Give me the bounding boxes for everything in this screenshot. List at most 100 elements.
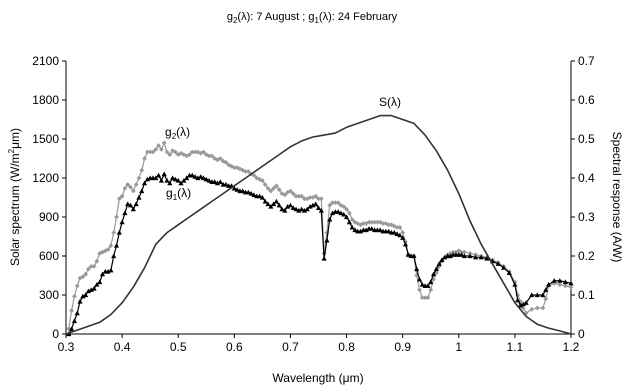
point-g2 — [136, 175, 142, 181]
point-g2 — [184, 153, 190, 159]
point-g1 — [265, 201, 271, 207]
point-g1 — [172, 176, 179, 182]
y-left-tick-label: 600 — [39, 249, 59, 263]
y-left-tick-label: 1800 — [32, 93, 59, 107]
point-g1 — [304, 206, 310, 212]
point-g2 — [133, 182, 139, 187]
x-tick-label: 1.2 — [563, 340, 580, 354]
point-g2 — [262, 182, 268, 187]
point-g2 — [461, 249, 467, 255]
point-g1 — [318, 207, 324, 213]
point-g1 — [377, 227, 383, 233]
point-g1 — [369, 226, 375, 231]
point-g2 — [167, 152, 173, 157]
point-g2 — [293, 193, 299, 199]
point-g2 — [271, 186, 277, 191]
point-g1 — [315, 205, 322, 210]
point-g1 — [119, 219, 125, 225]
point-g1 — [198, 174, 204, 179]
y-right-tick-label: 0.1 — [578, 288, 595, 302]
point-g2 — [105, 247, 111, 252]
point-g1 — [276, 202, 282, 208]
point-g1 — [217, 179, 223, 184]
point-g1 — [195, 175, 201, 181]
point-g2 — [327, 202, 333, 208]
point-g2 — [335, 200, 341, 206]
point-g2 — [147, 149, 153, 155]
point-g1 — [240, 188, 246, 194]
g1-label-main: g — [166, 186, 173, 200]
point-g1 — [430, 271, 437, 277]
point-g2 — [394, 225, 400, 230]
point-g2 — [282, 192, 288, 198]
point-g2 — [187, 152, 192, 157]
point-g2 — [352, 219, 358, 225]
y-left-title-sup: 2 — [7, 148, 16, 153]
point-g2 — [128, 184, 133, 190]
point-g1 — [386, 228, 392, 234]
point-g2 — [422, 295, 428, 300]
point-g2 — [425, 295, 431, 300]
point-g1 — [324, 237, 330, 243]
point-g2 — [88, 264, 94, 269]
ticks-layer: 0.3 0.4 0.5 0.6 0.7 0.8 0.9 1 1.1 1.2030060090012… — [32, 54, 595, 354]
point-g2 — [355, 221, 361, 226]
point-g2 — [116, 196, 122, 202]
point-g2 — [568, 284, 574, 290]
point-g2 — [349, 217, 355, 222]
point-g2 — [372, 219, 378, 225]
point-g1 — [206, 178, 212, 183]
point-g2 — [459, 249, 464, 255]
point-g1 — [181, 178, 187, 183]
point-g1 — [458, 252, 465, 257]
title-g1-rest: (λ): 24 February — [319, 11, 398, 23]
series-label-g2: g2(λ) — [165, 125, 190, 141]
g1-label-sub: 1 — [173, 193, 178, 202]
point-g1 — [352, 227, 358, 233]
point-g1 — [130, 206, 136, 212]
point-g2 — [139, 167, 145, 173]
x-tick-label: 0.9 — [394, 340, 411, 354]
point-g1 — [108, 267, 114, 273]
y-right-tick-label: 0.4 — [578, 171, 595, 185]
point-g2 — [156, 143, 161, 148]
x-tick-label: 0.7 — [282, 340, 299, 354]
point-g1 — [127, 202, 134, 208]
y-left-tick-label: 900 — [39, 210, 59, 224]
y-left-title-main: Solar spectrum (W/m — [8, 153, 22, 266]
point-g1 — [327, 217, 333, 222]
point-g2 — [318, 196, 324, 202]
point-g1 — [155, 172, 162, 178]
series-line-g2 — [68, 142, 572, 329]
point-g1 — [141, 180, 148, 186]
point-g2 — [332, 200, 338, 206]
point-g1 — [285, 204, 291, 209]
point-g1 — [94, 282, 100, 287]
point-g1 — [329, 210, 336, 216]
point-g1 — [71, 318, 78, 324]
point-g2 — [369, 219, 375, 225]
point-g1 — [125, 201, 131, 207]
point-g1 — [529, 292, 535, 298]
point-g2 — [91, 264, 97, 269]
point-g2 — [215, 157, 220, 163]
point-g1 — [296, 207, 302, 213]
point-g1 — [397, 232, 403, 238]
point-g2 — [237, 166, 243, 172]
point-g1 — [133, 201, 139, 207]
g2-label-sub: 2 — [172, 132, 177, 141]
point-g2 — [80, 274, 86, 280]
point-g2 — [234, 165, 240, 170]
point-g1 — [83, 292, 89, 298]
y-right-tick-label: 0 — [578, 327, 585, 341]
point-g2 — [170, 148, 176, 154]
point-g2 — [161, 140, 167, 146]
point-g2 — [562, 283, 568, 289]
y-right-tick-label: 0.7 — [578, 54, 595, 68]
point-g2 — [529, 306, 535, 312]
point-g2 — [243, 169, 248, 174]
point-g2 — [259, 178, 265, 183]
point-g1 — [357, 228, 364, 234]
point-g2 — [108, 243, 114, 248]
point-g2 — [557, 282, 563, 287]
